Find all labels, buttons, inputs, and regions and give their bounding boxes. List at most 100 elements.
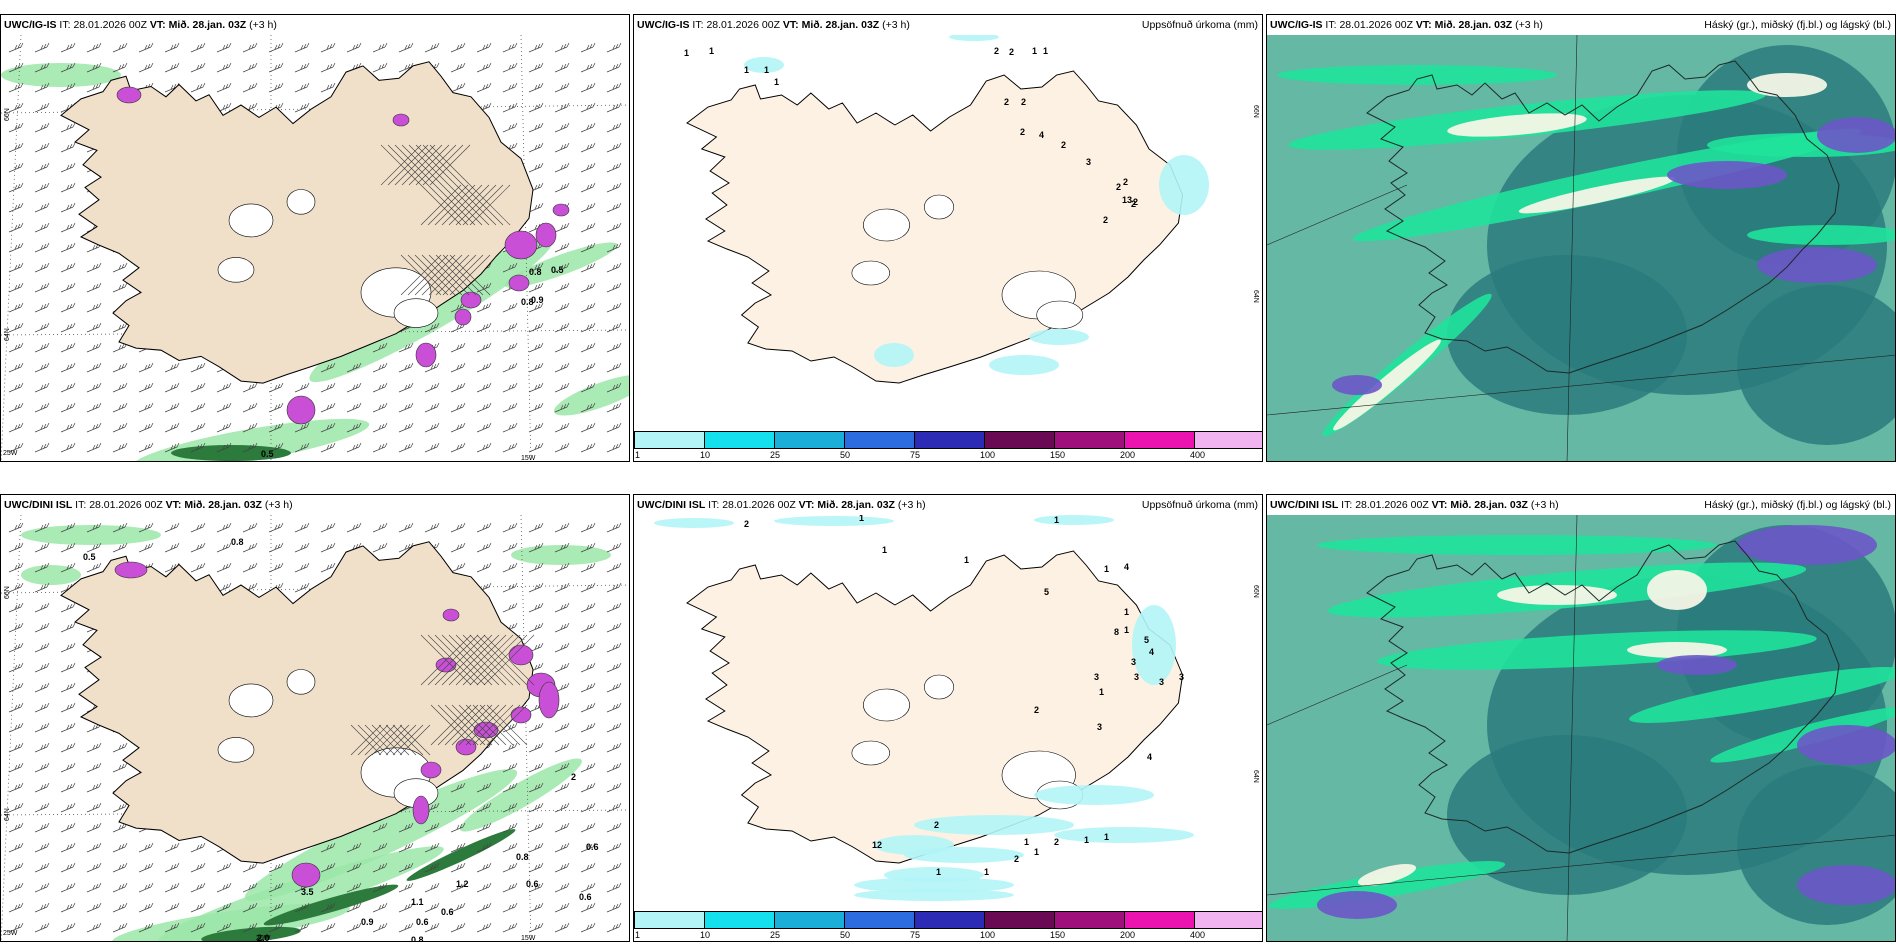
- wind-barb: [476, 342, 492, 353]
- wind-barb: [580, 762, 596, 773]
- wind-barb: [60, 222, 76, 233]
- wind-barb: [606, 642, 622, 653]
- map-canvas[interactable]: [1267, 35, 1895, 461]
- wind-barb: [112, 842, 128, 853]
- wind-barb: [320, 382, 336, 393]
- precip-label: 2: [1131, 199, 1136, 209]
- wind-barb: [606, 102, 622, 113]
- wind-barb: [554, 82, 570, 93]
- wind-barb: [86, 442, 102, 453]
- wind-barb: [450, 842, 466, 853]
- wind-barb: [34, 262, 50, 273]
- wind-barb: [242, 582, 258, 593]
- wind-barb: [112, 62, 128, 73]
- colorbar-swatch: [1194, 911, 1262, 929]
- wind-barb: [554, 162, 570, 173]
- vt-label: VT:: [782, 19, 799, 31]
- snow-cell: [435, 657, 457, 673]
- snow-cell: [415, 342, 437, 368]
- wind-barb: [138, 862, 154, 873]
- wind-barb: [8, 122, 24, 133]
- wind-barb: [554, 362, 570, 373]
- precip-label: 2: [1009, 47, 1014, 57]
- precip-label: 1: [684, 48, 689, 58]
- map-canvas[interactable]: 1 1 1 1 1 2 2 1 1 2 2 2 4 2 3 2 2 2 13 2 2 66N 64N: [634, 35, 1262, 433]
- precip-label: 1: [1084, 835, 1089, 845]
- wind-barb: [294, 542, 310, 553]
- wind-barb: [476, 302, 492, 313]
- wind-barb: [164, 382, 180, 393]
- wind-barb: [372, 382, 388, 393]
- hatch-line: [448, 634, 500, 686]
- wind-barb: [268, 82, 284, 93]
- vt-label: VT:: [149, 19, 166, 31]
- hatch-line: [378, 724, 410, 756]
- wind-barb: [580, 302, 596, 313]
- wind-barb: [528, 82, 544, 93]
- wind-barb: [606, 162, 622, 173]
- wind-barb: [60, 662, 76, 673]
- wind-barb: [216, 922, 232, 933]
- wind-barb: [580, 782, 596, 793]
- wind-barb: [138, 542, 154, 553]
- wind-barb: [528, 902, 544, 913]
- wind-barb: [320, 862, 336, 873]
- wind-barb: [8, 682, 24, 693]
- wind-barb: [34, 522, 50, 533]
- wind-barb: [86, 882, 102, 893]
- wind-barb: [606, 382, 622, 393]
- wind-barb: [190, 542, 206, 553]
- wind-barb: [112, 442, 128, 453]
- wind-barb: [8, 782, 24, 793]
- wind-barb: [398, 422, 414, 433]
- map-canvas[interactable]: 0.5 0.8 0.9 0.5 0.8 66N 64N 25W 15W: [1, 35, 629, 461]
- hatch-line: [364, 724, 396, 756]
- wind-barb: [580, 882, 596, 893]
- colorbar-tick-label: 200: [1120, 450, 1136, 460]
- wind-barb: [606, 282, 622, 293]
- wind-barb: [528, 762, 544, 773]
- wind-barb: [8, 62, 24, 73]
- map-canvas[interactable]: 0.5 0.8 0.6 0.8 0.6 0.6 1.2 1.1 0.6 0.9 0.6 0.8 2.0 3…: [1, 515, 629, 941]
- cloud-map: [1267, 35, 1895, 461]
- precip-label: 2: [1133, 197, 1138, 207]
- wind-barb: [86, 402, 102, 413]
- wind-barb: [242, 902, 258, 913]
- precip-label: 1: [1124, 607, 1129, 617]
- precip-band-heavy: [263, 884, 399, 926]
- precip-label: 12: [872, 840, 882, 850]
- wind-barb: [164, 862, 180, 873]
- glacier: [393, 298, 439, 328]
- hatch-line: [401, 144, 443, 186]
- wind-barb: [580, 442, 596, 453]
- precip-label: 3: [1134, 672, 1139, 682]
- panel-header: UWC/IG-IS IT: 28.01.2026 00Z VT: Mið. 28…: [1, 15, 629, 35]
- wind-barb: [164, 542, 180, 553]
- panel-wind-igis: UWC/IG-IS IT: 28.01.2026 00Z VT: Mið. 28…: [0, 14, 630, 462]
- wind-barb: [190, 442, 206, 453]
- hatch-area: [400, 254, 491, 296]
- wind-barb: [34, 842, 50, 853]
- wind-barb: [346, 522, 362, 533]
- wind-barb: [60, 722, 76, 733]
- wind-barb: [606, 802, 622, 813]
- map-canvas[interactable]: 2 1 1 1 1 1 4 5 1 1 8 5 4 3 3 3 3 3 2 1 3 4 12 2 1 1 1 2 1 2 1 1 66N 64N: [634, 515, 1262, 913]
- wind-barb: [34, 902, 50, 913]
- wind-barb: [34, 542, 50, 553]
- wind-barb: [502, 742, 518, 753]
- wind-barb: [554, 222, 570, 233]
- map-canvas[interactable]: [1267, 515, 1895, 941]
- wind-barb: [398, 402, 414, 413]
- wind-barb: [320, 82, 336, 93]
- wind-barb: [86, 262, 102, 273]
- wind-barb: [60, 362, 76, 373]
- low-cloud-area: [1737, 285, 1895, 445]
- wind-barb: [502, 302, 518, 313]
- wind-barb: [372, 822, 388, 833]
- wind-barb: [606, 862, 622, 873]
- cloud-core: [1357, 864, 1417, 886]
- wind-barb: [450, 382, 466, 393]
- value-label: 0.8: [529, 267, 542, 277]
- wind-barb: [34, 582, 50, 593]
